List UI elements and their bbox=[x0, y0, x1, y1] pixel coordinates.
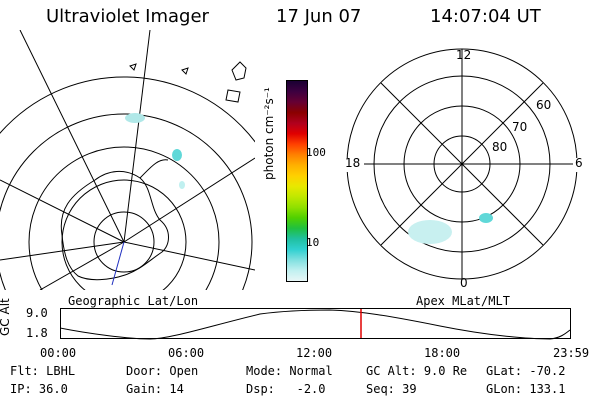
aurora-blob bbox=[408, 220, 452, 244]
date-readout: 17 Jun 07 bbox=[276, 6, 362, 27]
info-glon: GLon: 133.1 bbox=[486, 382, 566, 396]
lat-circle bbox=[61, 179, 187, 290]
timeline-ytick-9: 9.0 bbox=[26, 306, 48, 320]
aurora-blob bbox=[179, 181, 185, 189]
meridian bbox=[39, 241, 125, 290]
timeline-xtick-1800: 18:00 bbox=[424, 346, 461, 360]
coastline bbox=[231, 61, 247, 81]
mlat-label-70: 70 bbox=[512, 120, 528, 134]
coastline bbox=[181, 67, 189, 75]
meridian bbox=[0, 179, 125, 243]
info-flt: Flt: LBHL bbox=[10, 364, 76, 378]
aurora-blob bbox=[125, 113, 145, 123]
info-mode: Mode: Normal bbox=[246, 364, 333, 378]
mlat-label-80: 80 bbox=[492, 140, 508, 154]
magnetic-polar-plot bbox=[342, 48, 580, 280]
info-gain: Gain: 14 bbox=[126, 382, 184, 396]
mlt-label-0: 0 bbox=[460, 276, 468, 290]
meridian bbox=[0, 241, 125, 261]
orbit-altitude-curve bbox=[60, 309, 571, 340]
mlt-label-18: 18 bbox=[345, 156, 361, 170]
colorbar bbox=[286, 80, 308, 282]
info-dsp: Dsp: -2.0 bbox=[246, 382, 326, 396]
timeline-xtick-0000: 00:00 bbox=[40, 346, 77, 360]
time-readout: 14:07:04 UT bbox=[430, 6, 541, 27]
left-panel-label: Geographic Lat/Lon bbox=[68, 294, 199, 308]
colorbar-unit-label: photon cm⁻²s⁻¹ bbox=[262, 87, 276, 180]
info-door: Door: Open bbox=[126, 364, 199, 378]
coastline bbox=[139, 159, 169, 179]
aurora-blob bbox=[479, 213, 493, 223]
coastline bbox=[129, 63, 137, 71]
right-panel-label: Apex MLat/MLT bbox=[416, 294, 510, 308]
lat-circle bbox=[93, 211, 155, 273]
coastline bbox=[60, 171, 169, 281]
mlt-line bbox=[380, 82, 544, 246]
meridian bbox=[123, 30, 151, 243]
info-seq: Seq: 39 bbox=[366, 382, 417, 396]
info-ip: IP: 36.0 bbox=[10, 382, 68, 396]
timeline-ytick-1.8: 1.8 bbox=[26, 326, 48, 340]
meridian bbox=[123, 241, 255, 271]
satellite-track bbox=[111, 241, 125, 286]
timeline-xtick-0600: 06:00 bbox=[168, 346, 205, 360]
info-glat: GLat: -70.2 bbox=[486, 364, 566, 378]
lat-circle bbox=[0, 76, 255, 143]
timeline-xtick-2359: 23:59 bbox=[553, 346, 590, 360]
meridian bbox=[123, 157, 255, 243]
geographic-map bbox=[0, 30, 255, 290]
mlat-label-60: 60 bbox=[536, 98, 552, 112]
timeline-axis-label: GC Alt bbox=[0, 298, 12, 336]
colorbar-tick-10: 10 bbox=[306, 236, 320, 249]
colorbar-tick-100: 100 bbox=[306, 146, 326, 159]
lat-circle bbox=[0, 113, 253, 290]
meridian bbox=[19, 30, 125, 243]
lat-circle bbox=[28, 146, 220, 290]
app-title: Ultraviolet Imager bbox=[46, 6, 209, 27]
orbit-timeline bbox=[60, 308, 571, 340]
aurora-blob bbox=[172, 149, 182, 161]
mlt-label-12: 12 bbox=[456, 48, 472, 62]
timeline-frame bbox=[60, 308, 571, 339]
timeline-xtick-1200: 12:00 bbox=[296, 346, 333, 360]
mlt-label-6: 6 bbox=[575, 156, 583, 170]
coastline bbox=[225, 89, 241, 103]
info-gc-alt: GC Alt: 9.0 Re bbox=[366, 364, 468, 378]
